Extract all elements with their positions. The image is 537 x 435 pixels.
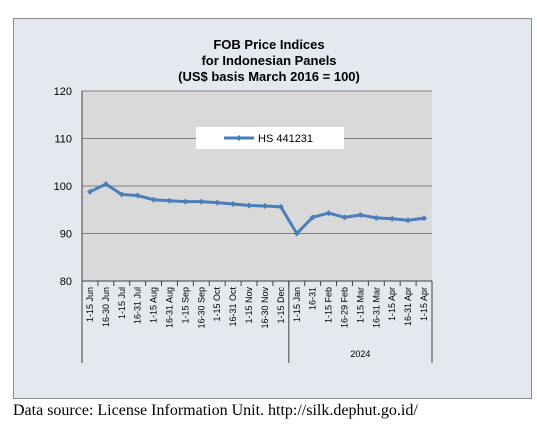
data-point <box>182 198 189 205</box>
chart-title-line-2: for Indonesian Panels <box>201 53 336 68</box>
data-point <box>86 188 93 195</box>
x-tick-label: 16-31 <box>308 287 318 310</box>
x-tick-label: 1-15 Jun <box>85 287 95 322</box>
year-group-label: 2024 <box>350 349 370 359</box>
series-layer <box>86 181 428 237</box>
data-source-note: Data source: License Information Unit. h… <box>13 402 418 419</box>
chart: FOB Price Indices for Indonesian Panels … <box>54 37 433 363</box>
x-axis <box>81 91 433 363</box>
x-tick-label: 1-15 Mar <box>355 287 365 323</box>
data-point <box>150 196 157 203</box>
x-tick-label: 1-15 Nov <box>244 287 254 324</box>
legend-label: HS 441231 <box>258 133 313 145</box>
data-point <box>341 214 348 221</box>
data-point <box>309 214 316 221</box>
x-tick-label: 16-31 Mar <box>371 287 381 328</box>
data-point <box>230 201 237 208</box>
x-tick-label: 1-15 Feb <box>324 287 334 323</box>
chart-title-line-1: FOB Price Indices <box>213 37 324 52</box>
data-point <box>166 197 173 204</box>
data-point <box>293 230 300 237</box>
x-tick-label: 16-31 Jul <box>133 287 143 324</box>
y-tick-labels: 80 90 100 110 120 <box>54 86 72 288</box>
legend-box <box>196 127 344 149</box>
x-tick-labels: 1-15 Jun 16-30 Jun 1-15 Jul 16-31 Jul 1-15 A… <box>85 287 429 329</box>
data-point <box>357 211 364 218</box>
x-tick-label: 1-15 Aug <box>149 287 159 323</box>
data-point <box>421 215 428 222</box>
x-tick-label: 1-15 Oct <box>212 287 222 322</box>
legend: HS 441231 <box>196 127 344 149</box>
chart-frame: FOB Price Indices for Indonesian Panels … <box>13 18 532 399</box>
year-group-labels: 2024 <box>350 349 370 359</box>
chart-title-line-3: (US$ basis March 2016 = 100) <box>178 69 360 84</box>
data-point <box>389 215 396 222</box>
data-point <box>118 191 125 198</box>
data-point <box>405 217 412 224</box>
x-tick-label: 1-15 Sep <box>180 287 190 324</box>
data-point <box>134 192 141 199</box>
x-tick-label: 16-29 Feb <box>340 287 350 328</box>
legend-marker <box>236 135 242 141</box>
x-tick-label: 1-15 Jul <box>117 287 127 319</box>
data-point <box>214 199 221 206</box>
x-tick-label: 1-15 Apr <box>387 287 397 321</box>
y-tick-label: 100 <box>54 181 72 193</box>
data-point <box>325 210 332 217</box>
x-tick-label: 16-31 Aug <box>165 287 175 328</box>
data-point <box>373 214 380 221</box>
x-tick-label: 16-30 Sep <box>196 287 206 329</box>
data-point <box>277 203 284 210</box>
y-tick-label: 110 <box>54 134 72 146</box>
x-tick-label: 16-30 Nov <box>260 287 270 329</box>
x-tick-label: 1-15 Apr <box>419 287 429 321</box>
data-point <box>261 202 268 209</box>
x-tick-label: 1-15 Dec <box>276 287 286 324</box>
y-tick-label: 80 <box>60 276 72 288</box>
series-line <box>89 182 425 235</box>
x-tick-label: 16-30 Jun <box>101 287 111 327</box>
data-point <box>246 202 253 209</box>
x-tick-label: 16-31 Oct <box>228 287 238 327</box>
y-tick-label: 120 <box>54 86 72 98</box>
y-tick-label: 90 <box>60 229 72 241</box>
x-tick-label: 16-31 Apr <box>403 287 413 326</box>
chart-title: FOB Price Indices for Indonesian Panels … <box>178 37 360 84</box>
x-tick-label: 1-15 Jan <box>292 287 302 322</box>
data-point <box>102 181 109 188</box>
data-point <box>198 198 205 205</box>
